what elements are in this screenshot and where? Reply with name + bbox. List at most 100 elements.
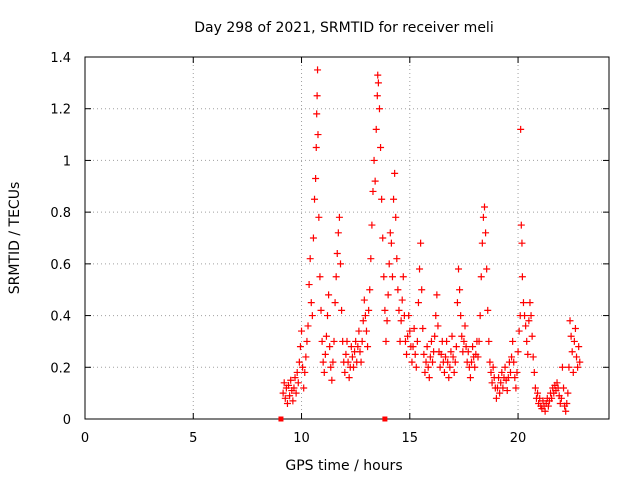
- data-point: [406, 327, 414, 335]
- data-point: [279, 389, 287, 397]
- data-point: [421, 368, 429, 376]
- data-point: [394, 286, 402, 294]
- data-point: [373, 92, 381, 100]
- data-point: [413, 337, 421, 345]
- data-point: [526, 299, 534, 307]
- data-point: [365, 306, 373, 314]
- y-tick-label: 0.6: [50, 258, 71, 273]
- data-point: [403, 350, 411, 358]
- data-point: [342, 350, 350, 358]
- data-point: [453, 299, 461, 307]
- data-point: [328, 376, 336, 384]
- data-point: [419, 325, 427, 332]
- data-point: [515, 327, 523, 335]
- x-tick-label: 5: [189, 431, 197, 446]
- data-point: [517, 125, 525, 133]
- data-point: [388, 273, 396, 281]
- data-point: [462, 343, 470, 351]
- data-point: [321, 350, 329, 358]
- data-point: [341, 368, 349, 376]
- data-point: [544, 402, 552, 410]
- data-point: [313, 92, 321, 100]
- data-point: [440, 368, 448, 376]
- x-axis-label: GPS time / hours: [285, 458, 402, 474]
- data-point: [309, 234, 317, 242]
- data-point: [316, 273, 324, 281]
- data-point: [374, 79, 382, 87]
- data-point: [344, 358, 352, 366]
- data-point: [303, 337, 311, 345]
- data-point: [443, 337, 451, 345]
- data-point: [325, 291, 333, 299]
- data-point: [375, 105, 383, 113]
- data-point: [411, 350, 419, 358]
- data-point: [317, 306, 325, 314]
- data-point: [372, 125, 380, 133]
- data-point: [521, 312, 529, 320]
- data-point: [452, 343, 460, 351]
- data-point: [359, 317, 367, 325]
- data-point: [506, 368, 514, 376]
- data-point: [312, 144, 320, 151]
- data-point: [497, 379, 505, 387]
- data-point: [292, 389, 300, 397]
- data-point: [570, 337, 578, 345]
- data-point: [476, 312, 484, 320]
- data-point: [285, 381, 293, 389]
- data-point: [382, 337, 390, 345]
- data-point: [485, 337, 493, 345]
- data-point: [571, 325, 579, 332]
- data-point: [307, 299, 315, 307]
- data-point: [298, 327, 306, 335]
- data-point: [318, 337, 326, 345]
- y-tick-label: 1.2: [50, 103, 71, 118]
- data-point: [370, 156, 378, 164]
- data-point: [422, 358, 430, 366]
- data-point: [474, 353, 482, 361]
- data-point: [293, 368, 301, 376]
- data-point: [445, 374, 453, 382]
- data-point: [531, 384, 539, 392]
- data-point: [320, 368, 328, 376]
- data-point: [558, 363, 566, 371]
- data-point: [576, 358, 584, 366]
- data-point: [434, 322, 442, 330]
- baseline-markers: [278, 416, 388, 422]
- data-point: [332, 273, 340, 281]
- x-tick-label: 20: [510, 431, 527, 446]
- data-point: [366, 286, 374, 294]
- data-point: [397, 317, 405, 325]
- data-point: [478, 239, 486, 247]
- data-point: [480, 203, 488, 211]
- plot-frame: [84, 56, 610, 420]
- data-point: [295, 358, 303, 366]
- data-point: [311, 195, 319, 203]
- data-point: [343, 337, 351, 345]
- data-point: [280, 379, 288, 387]
- data-point: [371, 177, 379, 185]
- baseline-marker: [278, 416, 284, 422]
- data-point: [377, 144, 385, 151]
- data-point: [519, 299, 527, 307]
- data-point: [329, 358, 337, 366]
- data-point: [525, 317, 533, 325]
- data-point: [334, 229, 342, 237]
- data-point: [345, 374, 353, 382]
- grid-lines: [85, 57, 609, 419]
- data-point: [458, 332, 466, 340]
- data-point: [331, 299, 339, 307]
- data-point: [483, 265, 491, 273]
- data-point: [378, 195, 386, 203]
- data-point: [304, 322, 312, 330]
- data-point: [314, 66, 322, 74]
- data-point: [404, 332, 412, 340]
- data-point: [569, 368, 577, 376]
- data-point: [286, 392, 294, 400]
- data-point: [384, 291, 392, 299]
- data-point: [405, 312, 413, 320]
- data-point: [514, 348, 522, 356]
- data-point: [326, 343, 334, 351]
- data-point: [324, 312, 332, 320]
- data-point: [409, 343, 417, 351]
- data-point: [513, 368, 521, 376]
